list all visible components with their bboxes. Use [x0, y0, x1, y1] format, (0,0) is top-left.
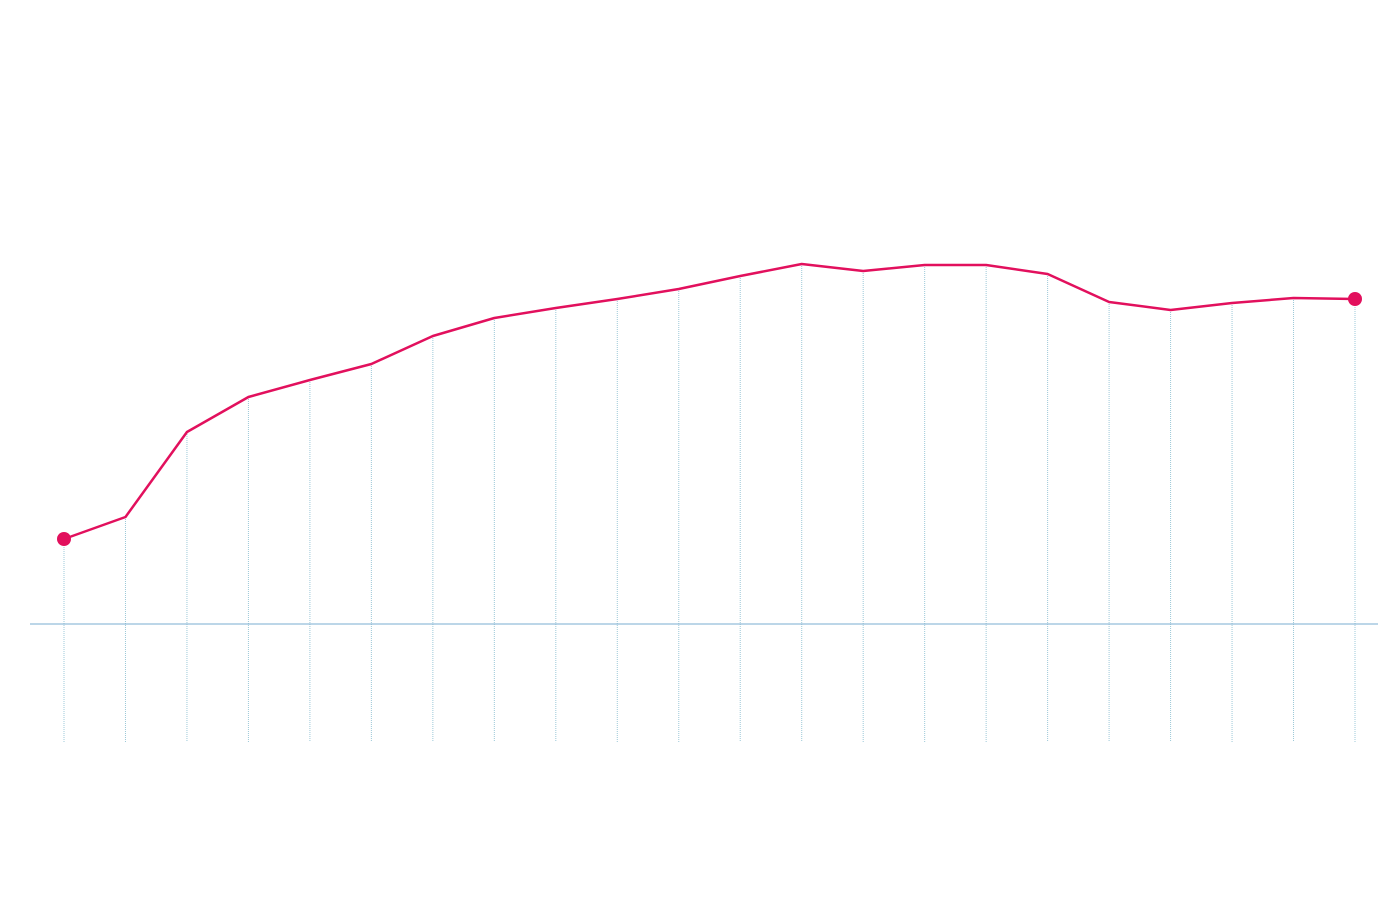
end-marker: [1348, 292, 1362, 306]
end-marker: [57, 532, 71, 546]
line: [63, 262, 1356, 541]
